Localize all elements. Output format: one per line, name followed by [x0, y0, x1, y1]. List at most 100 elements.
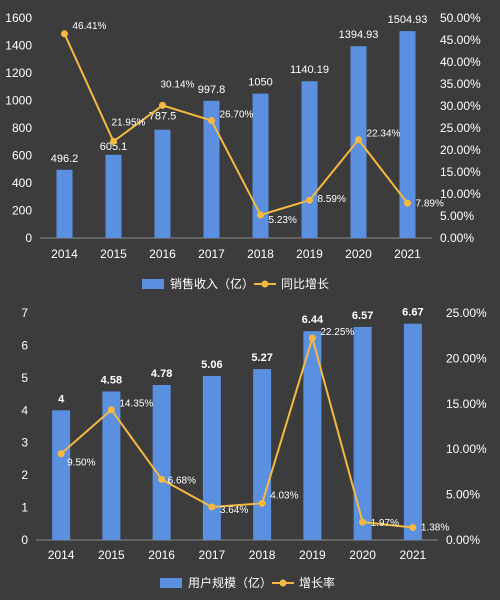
line-data-label: 9.50% [67, 458, 95, 469]
line-data-label: 22.34% [367, 129, 401, 140]
left-axis-tick-label: 6 [21, 338, 28, 352]
growth-line [60, 336, 413, 529]
bar [52, 410, 71, 540]
bar [303, 331, 322, 540]
x-axis-tick-label: 2018 [249, 548, 276, 562]
bar [399, 31, 416, 238]
bar [301, 81, 318, 238]
bar-data-label: 6.67 [402, 307, 423, 319]
line-data-label: 4.03% [270, 490, 298, 501]
right-axis-tick-label: 20.00% [446, 351, 487, 365]
line-point [355, 136, 362, 144]
bar-data-label: 997.8 [198, 84, 226, 96]
bar-data-label: 4.58 [101, 374, 122, 386]
left-axis-tick-label: 4 [21, 403, 28, 417]
left-axis-tick-label: 1400 [5, 39, 32, 53]
bar-data-label: 6.44 [302, 314, 324, 326]
left-axis-tick-label: 1600 [5, 11, 32, 25]
left-axis-tick-label: 200 [12, 204, 32, 218]
legend-line-label: 同比增长 [281, 277, 329, 291]
line-data-label: 22.25% [320, 327, 354, 338]
line-point [359, 518, 367, 526]
right-axis-tick-label: 10.00% [446, 442, 487, 456]
x-axis-tick-label: 2019 [296, 247, 323, 261]
left-axis-tick-label: 0 [21, 533, 28, 547]
x-axis-tick-label: 2020 [345, 247, 372, 261]
x-axis-tick-label: 2015 [100, 247, 127, 261]
bar-data-label: 4 [58, 393, 65, 405]
bar-data-label: 1394.93 [339, 29, 379, 41]
line-point [107, 406, 115, 414]
bar-data-label: 1050 [248, 77, 272, 89]
line-point [257, 211, 264, 219]
bar [202, 375, 221, 540]
right-axis-tick-label: 30.00% [440, 99, 481, 113]
line-data-label: 46.41% [73, 21, 107, 32]
x-axis-tick-label: 2014 [51, 247, 78, 261]
line-data-label: 6.68% [168, 475, 196, 486]
x-axis-tick-label: 2021 [394, 247, 421, 261]
bar-data-label: 5.27 [251, 352, 272, 364]
left-axis-tick-label: 1 [21, 501, 28, 515]
x-axis-tick-label: 2017 [198, 247, 225, 261]
line-point [404, 199, 411, 207]
line-data-label: 5.23% [269, 215, 297, 226]
legend-bar-label: 用户规模（亿） [188, 575, 272, 590]
bar [253, 369, 272, 540]
right-axis-tick-label: 0.00% [446, 533, 480, 547]
left-axis-tick-label: 0 [25, 231, 32, 245]
bar-data-label: 1140.19 [290, 64, 329, 76]
legend-bar-swatch [142, 279, 164, 289]
line-point [409, 523, 417, 531]
line-data-label: 7.89% [416, 198, 444, 209]
bar [203, 100, 220, 239]
x-axis-tick-label: 2020 [349, 548, 376, 562]
line-point [61, 30, 68, 38]
x-axis-tick-label: 2014 [48, 548, 75, 562]
left-axis-tick-label: 400 [12, 176, 32, 190]
bar-data-label: 1504.93 [388, 14, 428, 26]
x-axis-tick-label: 2018 [247, 247, 274, 261]
line-point [158, 475, 166, 483]
bar [102, 391, 121, 540]
line-point [306, 196, 313, 204]
left-axis-tick-label: 3 [21, 436, 28, 450]
line-point [159, 101, 166, 109]
line-data-label: 1.38% [421, 522, 449, 533]
line-data-label: 30.14% [161, 79, 195, 90]
bar-data-label: 605.1 [100, 141, 128, 153]
x-axis-tick-label: 2021 [400, 548, 427, 562]
x-axis-tick-label: 2016 [148, 548, 175, 562]
right-axis-tick-label: 5.00% [440, 209, 474, 223]
line-data-label: 21.95% [112, 117, 146, 128]
line-data-label: 3.64% [220, 505, 248, 516]
line-data-label: 1.97% [371, 518, 399, 529]
line-point [208, 503, 216, 511]
sales-revenue-chart: 0 200 400 600 800 1000 1200 1400 1600 0.00% 5.00% 1… [5, 11, 481, 291]
left-axis-tick-label: 5 [21, 371, 28, 385]
right-axis-tick-label: 20.00% [440, 143, 481, 157]
right-axis-tick-label: 45.00% [440, 33, 481, 47]
x-axis-tick-label: 2015 [98, 548, 125, 562]
legend: 销售收入（亿） 同比增长 [142, 276, 329, 291]
right-axis-tick-label: 25.00% [440, 121, 481, 135]
legend-line-marker [261, 280, 269, 288]
legend-line-label: 增长率 [299, 575, 335, 590]
legend-line-marker [279, 579, 287, 587]
line-data-label: 26.70% [220, 110, 254, 121]
left-axis-tick-label: 1000 [5, 94, 32, 108]
left-axis-tick-label: 800 [12, 121, 32, 135]
line-point [308, 334, 316, 342]
bar [154, 129, 171, 238]
bar [403, 323, 422, 540]
right-axis-tick-label: 15.00% [446, 397, 487, 411]
bar-data-label: 787.5 [149, 111, 177, 123]
line-data-label: 14.35% [119, 399, 153, 410]
right-axis-tick-label: 15.00% [440, 165, 481, 179]
right-axis-tick-label: 5.00% [446, 488, 480, 502]
left-axis-tick-label: 7 [21, 306, 28, 320]
left-axis-tick-label: 1200 [5, 66, 32, 80]
right-axis-tick-label: 50.00% [440, 11, 481, 25]
right-axis-tick-label: 25.00% [446, 306, 487, 320]
